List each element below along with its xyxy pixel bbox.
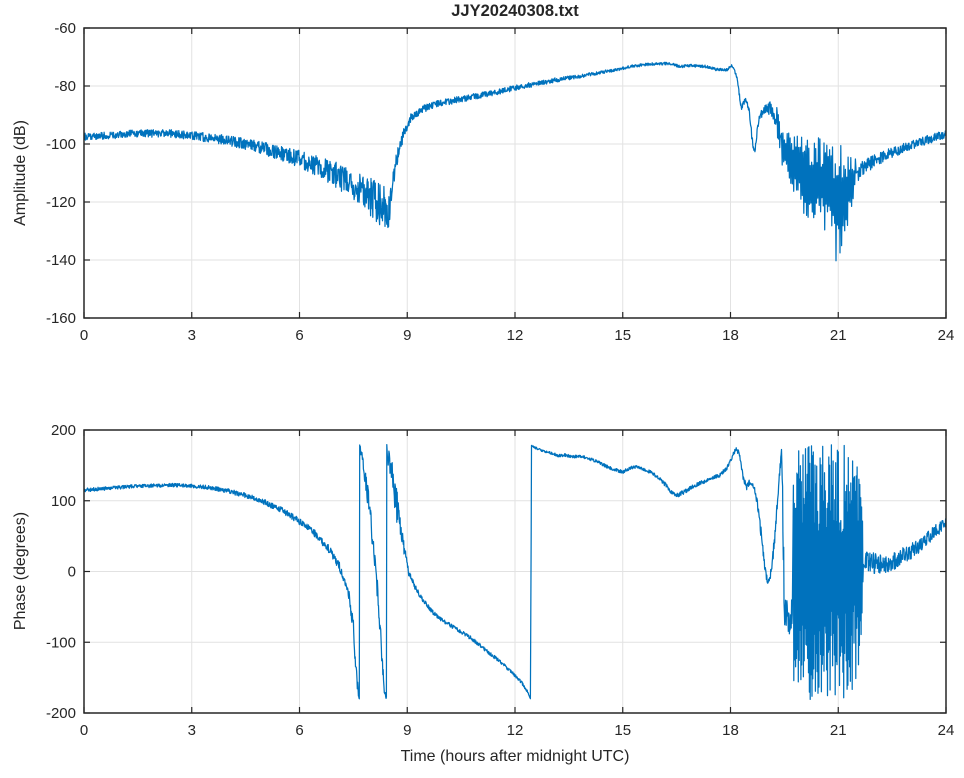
x-tick-label: 3 bbox=[188, 722, 196, 739]
y-tick-label: -80 bbox=[54, 78, 76, 95]
y-tick-label: -160 bbox=[46, 310, 76, 327]
x-tick-label: 24 bbox=[938, 722, 955, 739]
y-tick-label: 100 bbox=[51, 493, 76, 510]
x-tick-label: 0 bbox=[80, 327, 88, 344]
phase-plot: 0 3 6 9 12 15 18 21 24 -200 -100 0 100 200 bbox=[46, 422, 954, 739]
x-tick-label: 18 bbox=[722, 722, 739, 739]
y-tick-label: -100 bbox=[46, 634, 76, 651]
x-tick-label: 0 bbox=[80, 722, 88, 739]
x-tick-label: 21 bbox=[830, 722, 847, 739]
y-tick-label: -140 bbox=[46, 252, 76, 269]
y-tick-label: -120 bbox=[46, 194, 76, 211]
y-tick-label: 0 bbox=[68, 564, 76, 581]
x-tick-label: 9 bbox=[403, 722, 411, 739]
data-series-line bbox=[84, 443, 946, 701]
y-tick-label: -200 bbox=[46, 705, 76, 722]
y-tick-label: 200 bbox=[51, 422, 76, 439]
x-tick-label: 9 bbox=[403, 327, 411, 344]
phase-y-axis-label: Phase (degrees) bbox=[12, 511, 29, 631]
amplitude-y-axis-label: Amplitude (dB) bbox=[12, 120, 29, 226]
x-tick-label: 15 bbox=[614, 327, 631, 344]
x-tick-label: 12 bbox=[507, 722, 524, 739]
x-tick-label: 6 bbox=[295, 722, 303, 739]
x-tick-label: 6 bbox=[295, 327, 303, 344]
y-tick-label: -60 bbox=[54, 20, 76, 37]
x-tick-label: 18 bbox=[722, 327, 739, 344]
data-series-line bbox=[84, 61, 946, 262]
amplitude-plot: 0 3 6 9 12 15 18 21 24 -160 -140 -120 -100 -80 -60 bbox=[46, 20, 954, 344]
time-x-axis-label: Time (hours after midnight UTC) bbox=[400, 748, 630, 765]
plot-title: JJY20240308.txt bbox=[451, 2, 579, 20]
x-tick-label: 24 bbox=[938, 327, 955, 344]
y-tick-label: -100 bbox=[46, 136, 76, 153]
x-tick-label: 15 bbox=[614, 722, 631, 739]
x-tick-label: 12 bbox=[507, 327, 524, 344]
x-tick-label: 21 bbox=[830, 327, 847, 344]
x-tick-label: 3 bbox=[188, 327, 196, 344]
